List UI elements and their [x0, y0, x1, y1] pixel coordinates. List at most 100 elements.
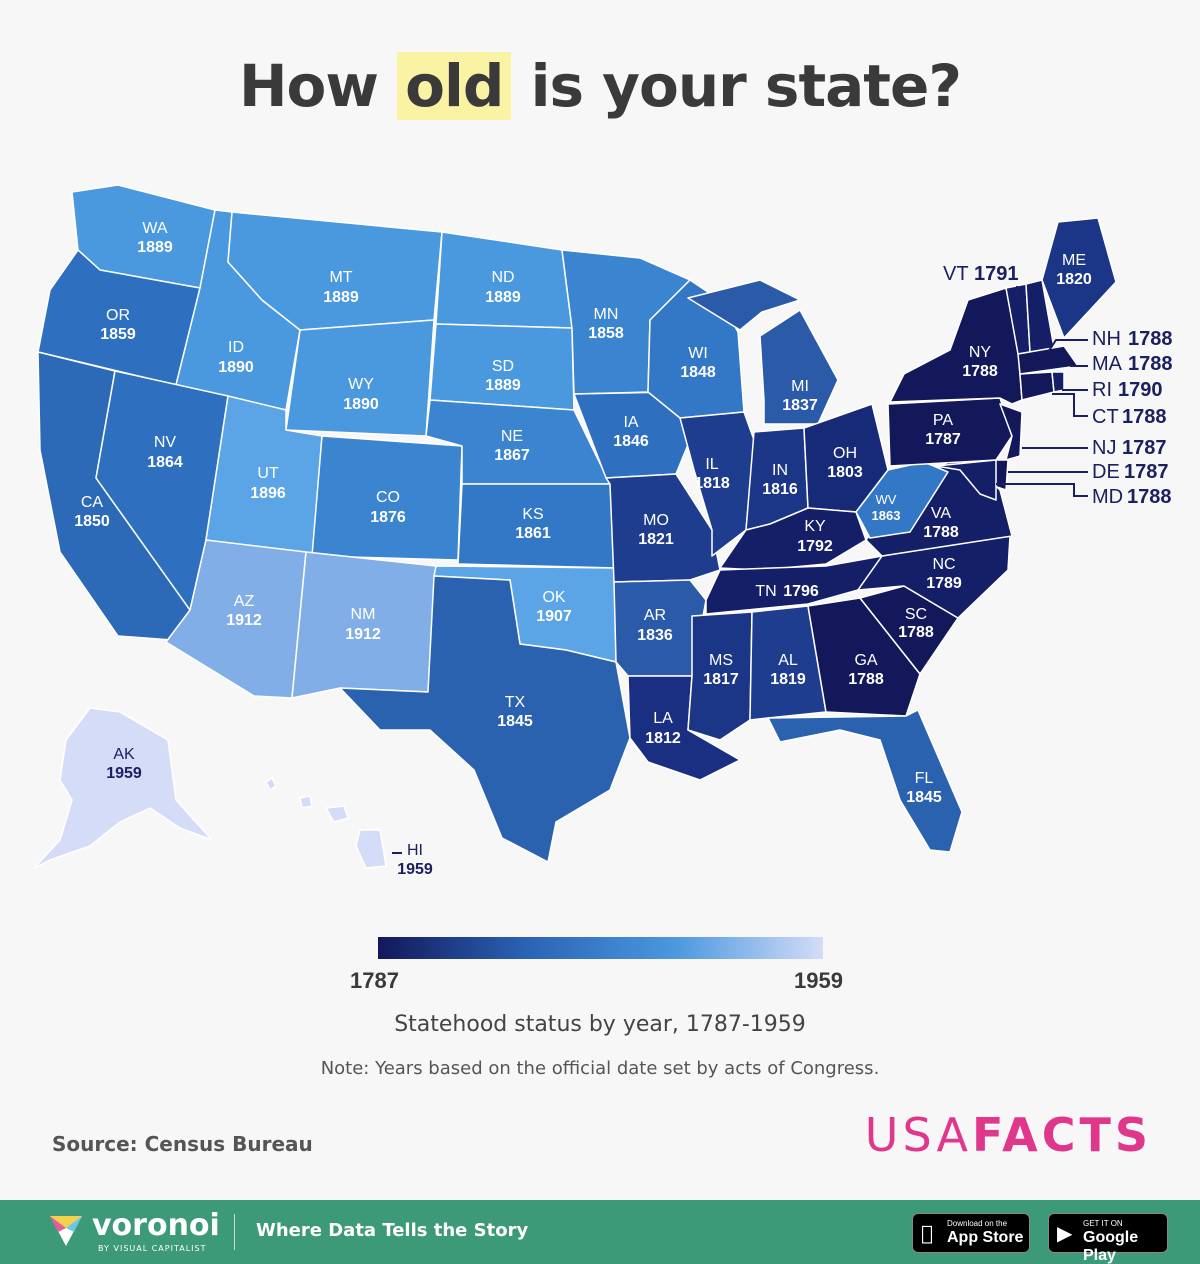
state-ME — [1041, 217, 1117, 339]
label-AL: AL 1819 — [770, 652, 806, 688]
svg-text:1816: 1816 — [762, 481, 798, 498]
svg-text:PA: PA — [933, 412, 953, 429]
svg-text:SC: SC — [905, 606, 927, 623]
svg-text:IA: IA — [623, 414, 638, 431]
label-UT: UT 1896 — [250, 465, 286, 502]
svg-text:1792: 1792 — [797, 538, 833, 555]
state-TX — [339, 575, 631, 863]
callout-CT: CT 1788 — [1052, 393, 1167, 428]
svg-text:TX: TX — [505, 694, 526, 711]
google-play-small: GET IT ON — [1083, 1219, 1123, 1228]
state-CT — [1019, 371, 1055, 401]
label-CA: CA 1850 — [74, 494, 110, 530]
title-post: is your state? — [511, 52, 962, 120]
svg-text:NY: NY — [969, 344, 992, 361]
callout-MA: MA 1788 — [1070, 353, 1173, 375]
app-store-button[interactable]:  Download on the App Store — [912, 1213, 1030, 1253]
label-VA: VA 1788 — [923, 505, 959, 541]
voronoi-sub: BY VISUAL CAPITALIST — [98, 1244, 207, 1253]
svg-text:1788: 1788 — [1122, 406, 1167, 428]
svg-text:WV: WV — [876, 492, 897, 507]
label-AR: AR 1836 — [637, 607, 673, 644]
label-SD: SD 1889 — [485, 358, 521, 394]
svg-text:1845: 1845 — [497, 713, 533, 730]
svg-text:1889: 1889 — [485, 289, 521, 306]
svg-text:RI: RI — [1092, 379, 1112, 401]
svg-text:AK: AK — [113, 746, 135, 763]
label-AK: AK 1959 — [106, 746, 142, 782]
google-play-button[interactable]: ▶ GET IT ON Google Play — [1048, 1213, 1168, 1264]
svg-text:1876: 1876 — [370, 509, 406, 526]
svg-text:CA: CA — [81, 494, 104, 511]
svg-text:ND: ND — [491, 269, 514, 286]
label-ME: ME 1820 — [1056, 252, 1092, 288]
svg-text:1896: 1896 — [250, 485, 286, 502]
svg-text:ME: ME — [1062, 252, 1086, 269]
label-AZ: AZ 1912 — [226, 593, 262, 629]
svg-text:1890: 1890 — [218, 359, 254, 376]
svg-text:1788: 1788 — [962, 363, 998, 380]
label-MS: MS 1817 — [703, 652, 739, 688]
svg-text:1889: 1889 — [137, 239, 173, 256]
callout-labels: VT 1791 NH 1788 MA 1788 RI 1790 CT 1788 NJ 178… — [943, 263, 1173, 508]
svg-text:NE: NE — [501, 428, 523, 445]
svg-text:MI: MI — [791, 378, 809, 395]
svg-text:1821: 1821 — [638, 531, 674, 548]
label-HI: HI 1959 — [392, 842, 433, 878]
label-PA: PA 1787 — [925, 412, 961, 448]
svg-text:CT: CT — [1092, 406, 1119, 428]
us-statehood-map: WA 1889 OR 1859 CA 1850 ID 1890 NV 1864 MT 188… — [33, 184, 1173, 878]
label-ND: ND 1889 — [485, 269, 521, 306]
svg-text:GA: GA — [854, 652, 877, 669]
label-TX: TX 1845 — [497, 694, 533, 730]
svg-text:MT: MT — [329, 269, 352, 286]
svg-text:NM: NM — [351, 606, 376, 623]
svg-text:ID: ID — [228, 339, 244, 356]
label-NC: NC 1789 — [926, 556, 962, 592]
svg-text:1858: 1858 — [588, 325, 624, 342]
label-IL: IL 1818 — [694, 456, 730, 492]
label-IA: IA 1846 — [613, 414, 649, 450]
svg-text:MN: MN — [594, 306, 619, 323]
label-WI: WI 1848 — [680, 345, 716, 381]
svg-text:SD: SD — [492, 358, 514, 375]
voronoi-name: voronoi — [92, 1208, 220, 1243]
google-play-big: Google Play — [1083, 1229, 1139, 1264]
play-icon: ▶ — [1057, 1221, 1073, 1245]
callout-NJ: NJ 1787 — [1022, 437, 1167, 459]
svg-text:1788: 1788 — [1128, 328, 1173, 350]
svg-text:1863: 1863 — [872, 508, 901, 523]
svg-text:1796: 1796 — [783, 583, 819, 600]
legend-max-label: 1959 — [794, 968, 843, 993]
label-MO: MO 1821 — [638, 512, 674, 548]
svg-text:1864: 1864 — [147, 454, 183, 471]
svg-text:HI: HI — [407, 842, 423, 859]
voronoi-logo-icon — [50, 1216, 82, 1246]
svg-text:AR: AR — [644, 607, 666, 624]
svg-text:MD: MD — [1092, 486, 1123, 508]
svg-text:1850: 1850 — [74, 513, 110, 530]
svg-text:WI: WI — [688, 345, 708, 362]
svg-text:1889: 1889 — [485, 377, 521, 394]
svg-text:AL: AL — [778, 652, 798, 669]
svg-text:1859: 1859 — [100, 326, 136, 343]
svg-text:1907: 1907 — [536, 608, 572, 625]
brand-bold: FACTS — [971, 1108, 1152, 1162]
svg-text:1837: 1837 — [782, 397, 818, 414]
svg-text:1787: 1787 — [1122, 437, 1167, 459]
svg-text:VA: VA — [931, 505, 951, 522]
svg-text:1788: 1788 — [1128, 353, 1173, 375]
app-store-big: App Store — [947, 1229, 1024, 1246]
label-OR: OR 1859 — [100, 307, 136, 343]
svg-text:MA: MA — [1092, 353, 1123, 375]
svg-text:VT: VT — [943, 263, 969, 285]
state-NY — [889, 287, 1023, 405]
title-pre: How — [238, 52, 398, 120]
label-TN: TN 1796 — [755, 583, 819, 600]
svg-text:MO: MO — [643, 512, 669, 529]
footer-tagline: Where Data Tells the Story — [256, 1220, 529, 1241]
svg-text:TN: TN — [755, 583, 776, 600]
label-MN: MN 1858 — [588, 306, 624, 342]
color-scale-bar — [378, 937, 823, 959]
